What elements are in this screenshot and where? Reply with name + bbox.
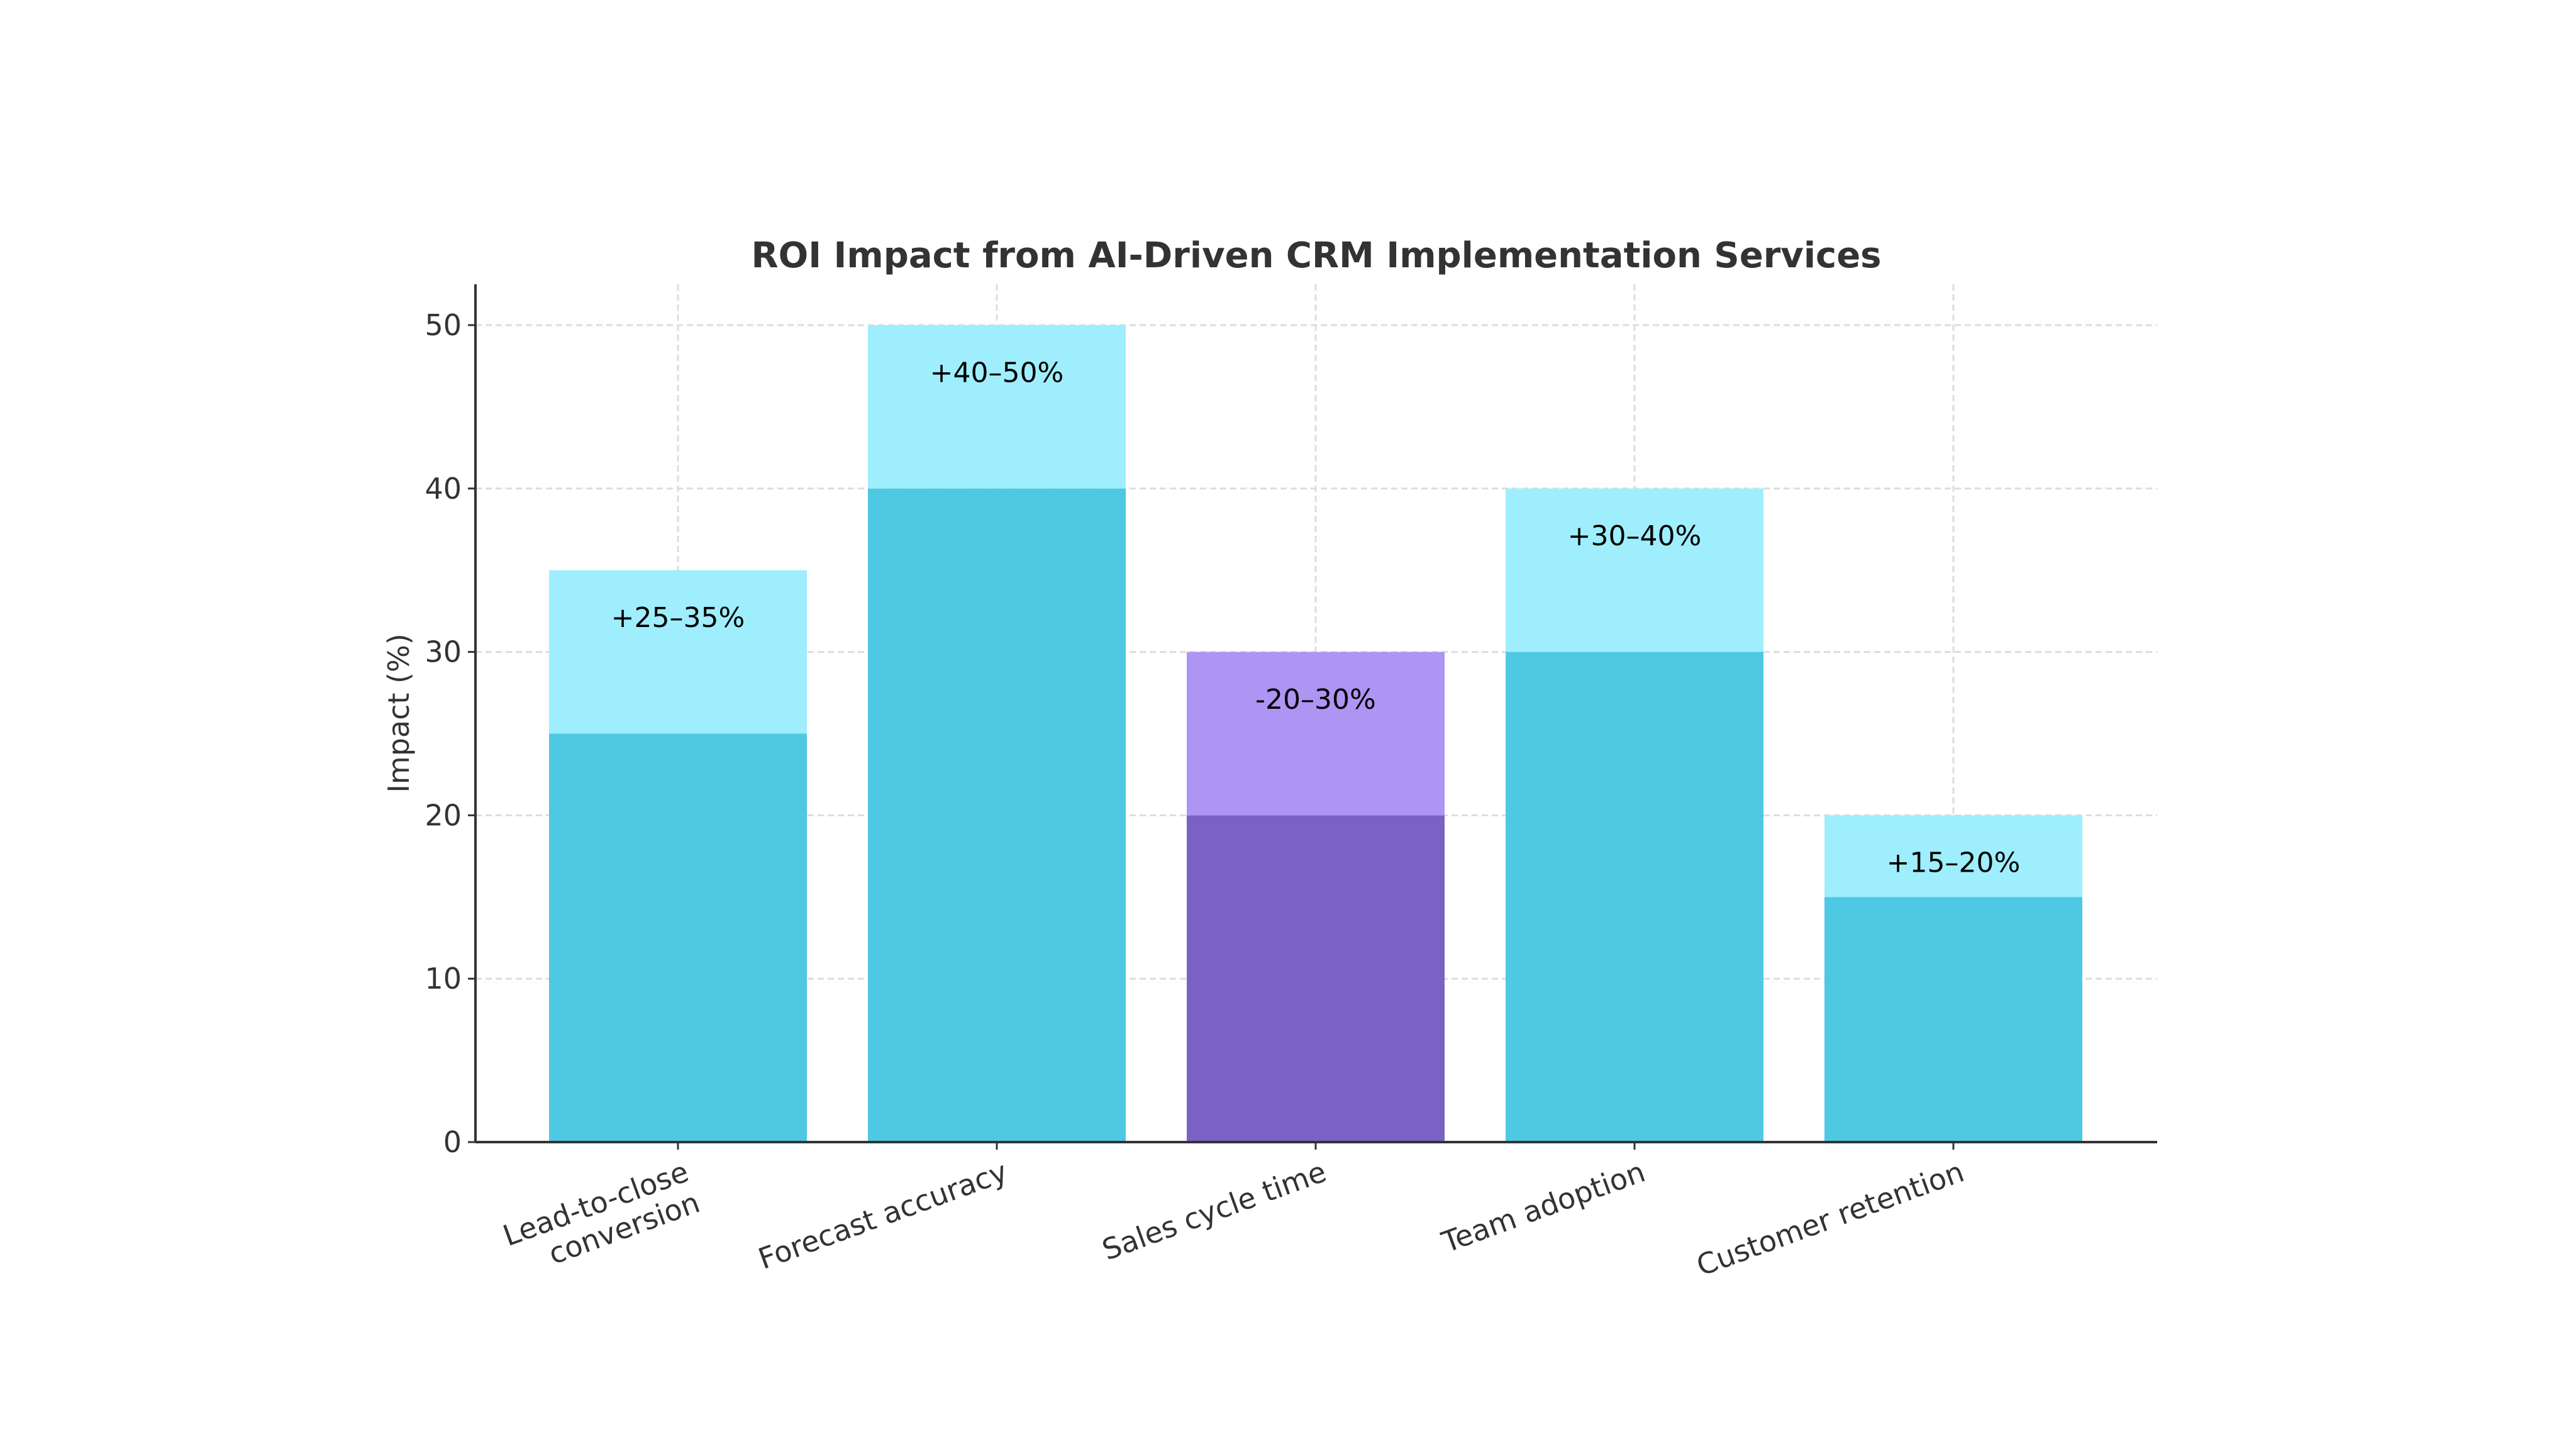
bar-base (1506, 652, 1763, 1142)
data-label: +40–50% (930, 357, 1064, 389)
x-tick-label: Forecast accuracy (754, 1155, 1012, 1276)
y-tick-label: 30 (425, 635, 462, 669)
y-axis-label: Impact (%) (382, 633, 416, 792)
bar-base (868, 488, 1126, 1142)
x-tick-label: Lead-to-closeconversion (499, 1155, 704, 1284)
y-tick-label: 10 (425, 962, 462, 996)
x-tick-label: Team adoption (1437, 1155, 1650, 1260)
chart-title: ROI Impact from AI-Driven CRM Implementa… (751, 235, 1881, 276)
data-label: +25–35% (611, 602, 745, 634)
bar-range (1824, 815, 2082, 897)
x-tick-label: Customer retention (1692, 1155, 1968, 1283)
data-label: -20–30% (1255, 684, 1376, 716)
x-tick-label-line: Forecast accuracy (754, 1155, 1012, 1276)
bar-base (1187, 815, 1445, 1142)
data-label: +30–40% (1568, 520, 1702, 552)
x-tick-label: Sales cycle time (1097, 1155, 1330, 1267)
y-tick-label: 0 (443, 1125, 462, 1159)
bar-base (549, 733, 807, 1142)
y-tick-label: 20 (425, 798, 462, 832)
y-tick-label: 40 (425, 472, 462, 506)
bar-range (1506, 488, 1763, 652)
x-tick-label-line: Customer retention (1692, 1155, 1968, 1283)
x-tick-label-line: Sales cycle time (1097, 1155, 1330, 1267)
data-label: +15–20% (1887, 847, 2021, 879)
bar-range (868, 325, 1126, 489)
x-tick-label-line: Team adoption (1437, 1155, 1650, 1260)
y-tick-label: 50 (425, 308, 462, 342)
bar-base (1824, 897, 2082, 1142)
bar-range (549, 570, 807, 734)
bar-range (1187, 652, 1445, 816)
